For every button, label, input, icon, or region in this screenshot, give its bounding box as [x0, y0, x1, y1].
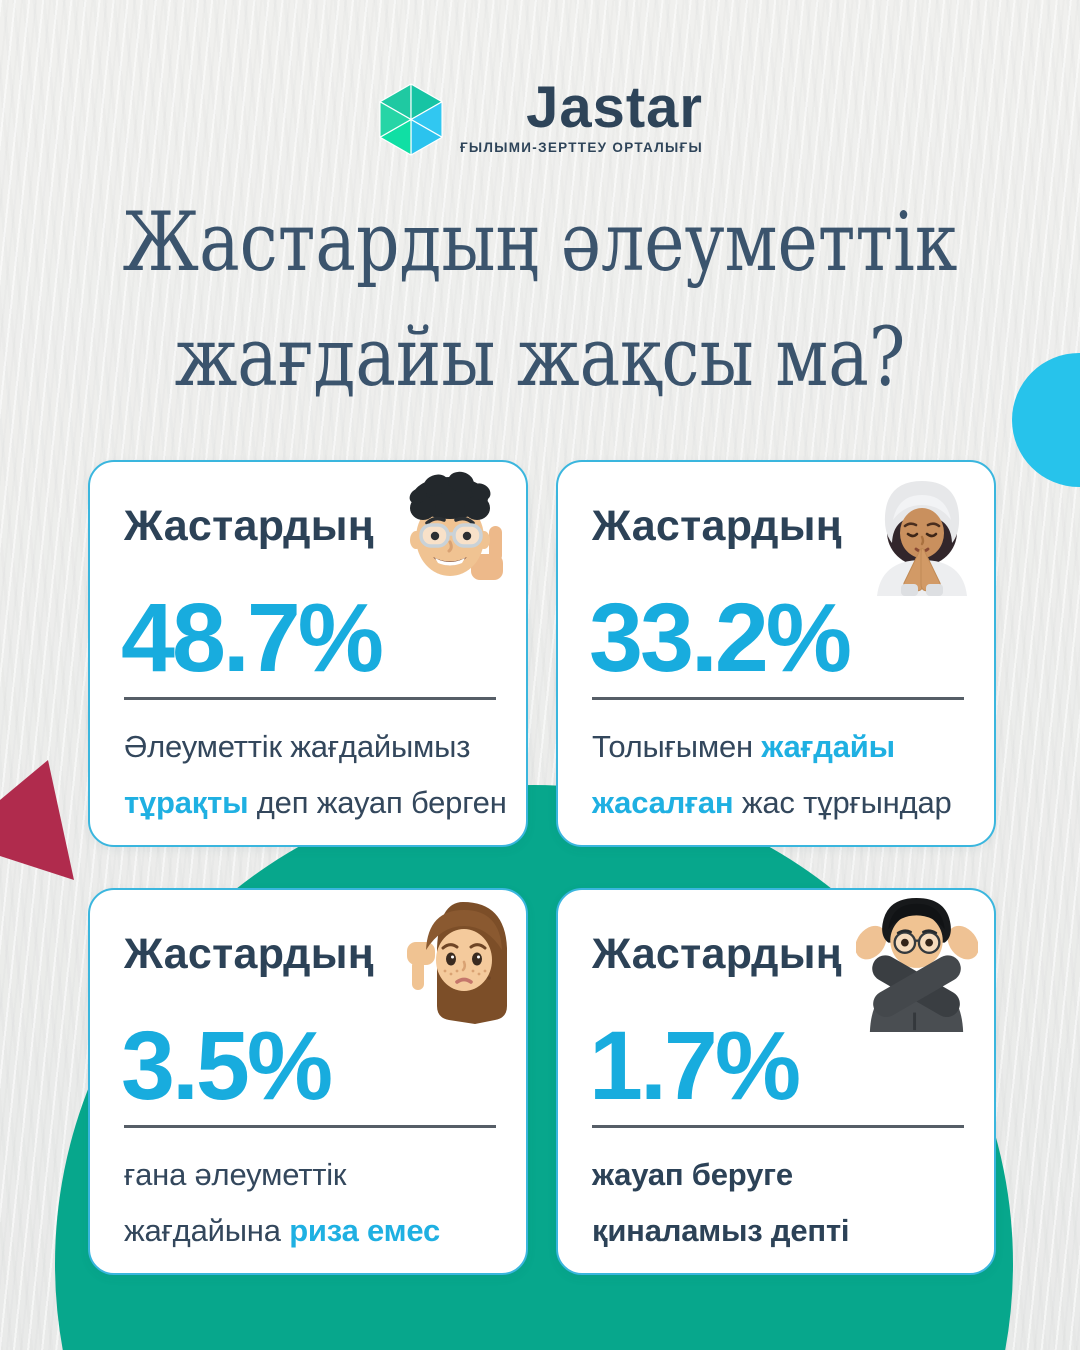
page-title-line2: жағдайы жақсы ма? — [174, 311, 906, 405]
memoji-woman-praying-icon — [877, 481, 967, 596]
memoji-girl-thumbs-down-icon — [407, 902, 507, 1024]
card-heading: Жастардың — [592, 930, 843, 978]
desc-segment: Әлеуметтік жағдайымыз — [124, 729, 471, 764]
desc-highlight: жағдайы — [761, 729, 895, 764]
red-triangle-accent — [0, 760, 74, 880]
desc-segment: ғана әлеуметтік — [124, 1157, 347, 1192]
desc-highlight: риза емес — [289, 1213, 441, 1248]
page-title-line1: Жастардың әлеуметтік — [122, 196, 958, 290]
stat-value: 33.2% — [589, 583, 852, 692]
logo-hexagon-icon — [379, 83, 443, 156]
page-title: Жастардың әлеуметтік жағдайы жақсы ма? — [86, 186, 993, 416]
desc-segment: жас тұрғындар — [733, 785, 952, 820]
stat-description: Толығымен жағдайы жасалған жас тұрғындар — [592, 719, 952, 831]
desc-segment: деп жауап берген — [248, 785, 507, 820]
logo: Jastar ҒЫЛЫМИ-ЗЕРТТЕУ ОРТАЛЫҒЫ — [0, 75, 1080, 157]
cyan-circle-accent — [1012, 353, 1080, 487]
stat-card-stable: Жастардың — [88, 460, 528, 847]
card-heading: Жастардың — [124, 930, 375, 978]
divider — [124, 697, 496, 700]
desc-segment: жауап беруге — [592, 1157, 793, 1192]
memoji-man-crossed-arms-icon — [856, 897, 978, 1032]
stat-value: 1.7% — [589, 1011, 801, 1120]
card-heading: Жастардың — [592, 502, 843, 550]
desc-highlight: тұрақты — [124, 785, 249, 820]
divider — [124, 1125, 496, 1128]
stat-card-hard-to-answer: Жастардың 1.7% жауап беруге қинала — [556, 888, 996, 1275]
stat-description: ғана әлеуметтік жағдайына риза емес — [124, 1147, 440, 1259]
stat-card-dissatisfied: Жастардың 3.5% ғана әл — [88, 888, 528, 1275]
memoji-man-thumbs-up-icon — [409, 471, 503, 580]
stat-description: Әлеуметтік жағдайымыз тұрақты деп жауап … — [124, 719, 507, 831]
desc-segment: қиналамыз депті — [592, 1213, 850, 1248]
desc-segment: Толығымен — [592, 729, 762, 764]
brand-wordmark: Jastar — [526, 75, 704, 140]
desc-highlight: жасалған — [592, 785, 734, 820]
stat-description: жауап беруге қиналамыз депті — [592, 1147, 850, 1259]
desc-segment: жағдайына — [124, 1213, 290, 1248]
stat-value: 48.7% — [121, 583, 384, 692]
stat-card-fully-provided: Жастардың 33.2% Толығымен жағдайы жасалғ… — [556, 460, 996, 847]
card-heading: Жастардың — [124, 502, 375, 550]
divider — [592, 697, 964, 700]
divider — [592, 1125, 964, 1128]
brand-tagline: ҒЫЛЫМИ-ЗЕРТТЕУ ОРТАЛЫҒЫ — [459, 140, 704, 155]
stat-value: 3.5% — [121, 1011, 333, 1120]
